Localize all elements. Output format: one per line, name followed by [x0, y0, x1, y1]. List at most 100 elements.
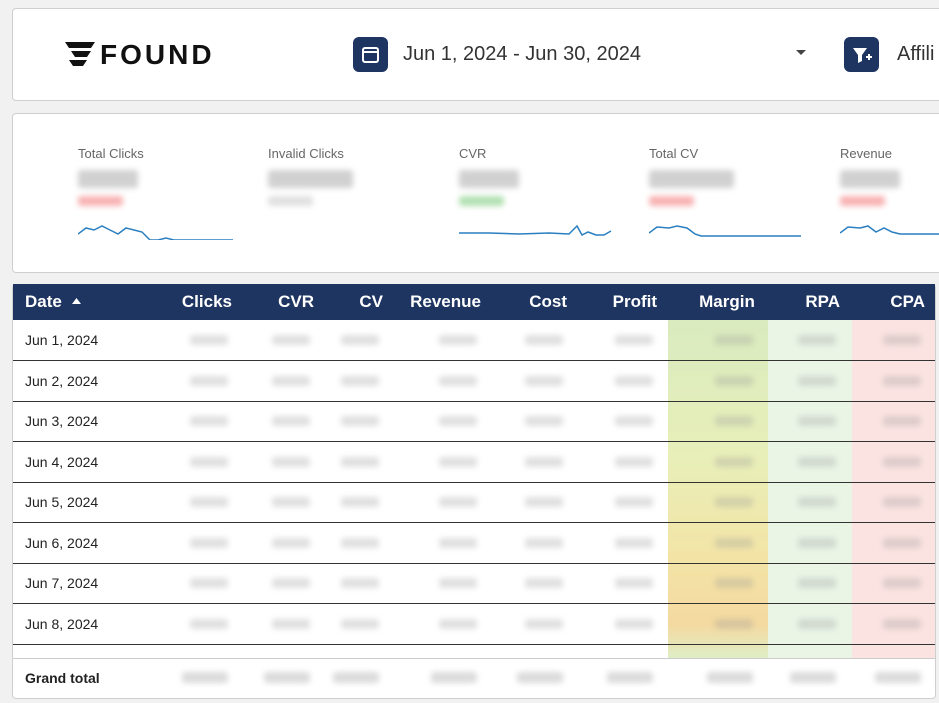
total-blurred — [264, 672, 310, 683]
value-blurred — [190, 375, 228, 386]
row-divider — [13, 400, 935, 402]
value-blurred — [615, 335, 653, 345]
value-blurred — [615, 618, 653, 629]
value-blurred — [439, 375, 477, 386]
column-header: Cost — [529, 292, 567, 311]
value-blurred — [798, 537, 836, 548]
value-blurred — [798, 416, 836, 426]
value-blurred — [341, 335, 379, 345]
value-blurred — [190, 416, 228, 426]
row-divider — [13, 643, 935, 645]
row-date: Jun 8, 2024 — [25, 615, 99, 632]
kpi-change-blurred — [840, 196, 885, 206]
value-blurred — [715, 618, 753, 629]
value-blurred — [715, 375, 753, 386]
value-blurred — [525, 537, 563, 548]
total-blurred — [707, 672, 753, 683]
value-blurred — [715, 456, 753, 467]
column-header: Clicks — [181, 292, 232, 311]
value-blurred — [272, 375, 310, 386]
kpi-label: Total CV — [649, 146, 699, 161]
value-blurred — [883, 618, 921, 629]
sparkline — [459, 224, 614, 245]
dropdown-arrow[interactable] — [796, 50, 807, 57]
value-blurred — [883, 497, 921, 507]
sort-arrow[interactable] — [72, 298, 82, 305]
kpi-label: Invalid Clicks — [268, 146, 344, 161]
row-divider — [13, 562, 935, 564]
filter-label[interactable]: Affili — [897, 43, 935, 65]
value-blurred — [798, 375, 836, 386]
grand-total: Grand total — [25, 670, 100, 686]
row-date: Jun 7, 2024 — [25, 575, 99, 591]
kpi-value-blurred — [840, 170, 900, 188]
value-blurred — [190, 456, 228, 467]
row-divider — [13, 441, 935, 442]
row-date: Jun 5, 2024 — [25, 494, 99, 510]
total-blurred — [517, 672, 563, 683]
value-blurred — [615, 456, 653, 467]
total-blurred — [607, 672, 653, 683]
value-blurred — [190, 578, 228, 588]
value-blurred — [341, 456, 379, 467]
total-blurred — [790, 672, 836, 683]
table-header — [13, 284, 935, 320]
value-blurred — [798, 335, 836, 345]
column-header: CPA — [890, 292, 925, 311]
value-blurred — [341, 578, 379, 588]
value-blurred — [715, 497, 753, 507]
sparkline — [839, 224, 939, 245]
value-blurred — [525, 578, 563, 588]
kpi-label: Revenue — [840, 146, 893, 161]
row-date: Jun 3, 2024 — [25, 413, 99, 429]
kpi-value-blurred — [78, 170, 138, 188]
value-blurred — [190, 618, 228, 629]
value-blurred — [190, 537, 228, 548]
value-blurred — [341, 497, 379, 507]
row-date: Jun 6, 2024 — [25, 534, 99, 551]
value-blurred — [341, 537, 379, 548]
partial-row — [13, 645, 935, 658]
rpa-heat — [768, 320, 852, 658]
column-header: Date — [25, 292, 62, 311]
value-blurred — [798, 456, 836, 467]
value-blurred — [715, 416, 753, 426]
value-blurred — [883, 375, 921, 386]
value-blurred — [439, 416, 477, 426]
filter-icon[interactable] — [844, 37, 879, 72]
value-blurred — [439, 497, 477, 507]
value-blurred — [883, 578, 921, 588]
cpa-heat — [852, 320, 935, 658]
value-blurred — [272, 416, 310, 426]
value-blurred — [272, 618, 310, 629]
value-blurred — [272, 456, 310, 467]
value-blurred — [883, 456, 921, 467]
value-blurred — [615, 416, 653, 426]
value-blurred — [615, 375, 653, 386]
value-blurred — [341, 375, 379, 386]
calendar-icon[interactable] — [353, 37, 388, 72]
value-blurred — [190, 497, 228, 507]
value-blurred — [615, 578, 653, 588]
logo: FOUND — [100, 39, 215, 70]
row-divider — [13, 522, 935, 523]
sparkline — [77, 224, 254, 245]
total-blurred — [875, 672, 921, 683]
kpi-label: CVR — [459, 146, 487, 161]
value-blurred — [715, 537, 753, 548]
row-divider — [13, 360, 935, 361]
value-blurred — [439, 618, 477, 629]
value-blurred — [798, 578, 836, 588]
date-range[interactable]: Jun 1, 2024 - Jun 30, 2024 — [403, 43, 641, 65]
kpi-value-blurred — [268, 170, 353, 188]
value-blurred — [615, 497, 653, 507]
kpi-change-blurred — [78, 196, 123, 206]
value-blurred — [883, 335, 921, 345]
total-blurred — [333, 672, 379, 683]
value-blurred — [439, 335, 477, 345]
row-divider — [13, 481, 935, 483]
column-header: Revenue — [410, 292, 481, 311]
kpi-label: Total Clicks — [78, 146, 144, 161]
value-blurred — [525, 497, 563, 507]
